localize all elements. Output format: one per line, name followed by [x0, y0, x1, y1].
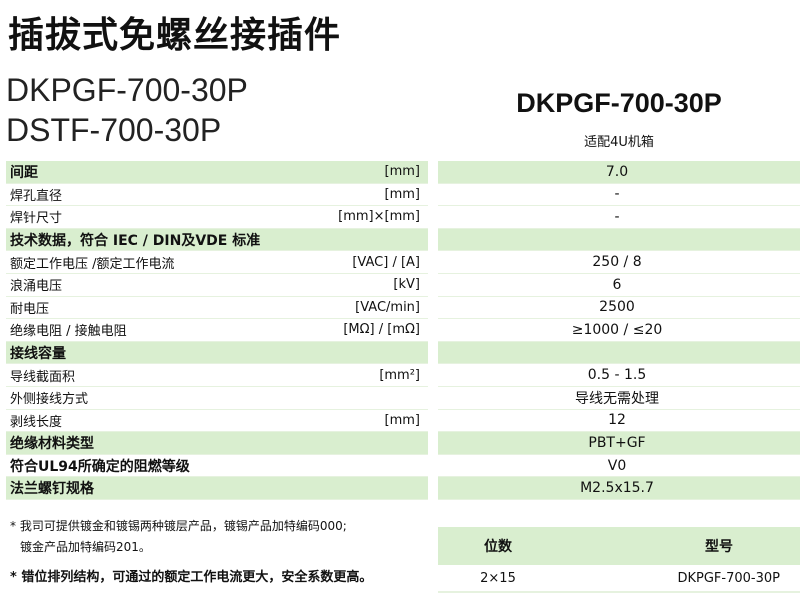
spec-value: - [614, 208, 620, 225]
page-title: 插拔式免螺丝接插件 [8, 15, 342, 56]
model-name-1: DKPGF-700-30P [6, 72, 248, 108]
spec-label: 外侧接线方式 [10, 392, 89, 408]
spec-label: 耐电压 [10, 301, 50, 317]
spec-unit: [MΩ] / [mΩ] [343, 322, 420, 338]
spec-label: 间距 [10, 164, 38, 181]
spec-row: 符合UL94所确定的阻燃等级 [6, 455, 428, 478]
spec-unit: [VAC/min] [355, 299, 420, 315]
model-cell: DKPGF-700-30P [677, 570, 780, 586]
spec-row: 焊孔直径 [mm] [6, 184, 428, 207]
spec-unit: [kV] [393, 277, 420, 293]
spec-label: 接线容量 [10, 345, 66, 362]
spec-label: 技术数据，符合 IEC / DIN及VDE 标准 [10, 232, 261, 249]
spec-value: 0.5 - 1.5 [587, 367, 647, 384]
header-model: 型号 [705, 539, 733, 555]
table-row: 2×15 DKPGF-700-30P [438, 565, 800, 593]
spec-row: 剥线长度 [mm] [6, 410, 428, 433]
spec-unit: [mm]×[mm] [338, 209, 420, 225]
spec-row: 技术数据，符合 IEC / DIN及VDE 标准 [6, 228, 428, 252]
spec-value: 导线无需处理 [575, 390, 659, 407]
spec-row: 间距 [mm] [6, 161, 428, 184]
spec-unit: [VAC] / [A] [352, 254, 420, 270]
spec-value: V0 [607, 457, 627, 474]
spec-value-row: - [438, 206, 800, 229]
model-name-2: DSTF-700-30P [6, 112, 222, 148]
spec-value: 2500 [599, 299, 635, 316]
spec-value-row: 250 / 8 [438, 251, 800, 274]
spec-label: 符合UL94所确定的阻燃等级 [10, 458, 190, 475]
spec-label: 剥线长度 [10, 414, 63, 430]
header-positions: 位数 [484, 539, 512, 555]
spec-label: 绝缘电阻 / 接触电阻 [10, 324, 127, 340]
spec-label: 导线截面积 [10, 369, 76, 385]
spec-label: 焊孔直径 [10, 188, 63, 204]
spec-row: 浪涌电压 [kV] [6, 274, 428, 297]
spec-row: 接线容量 [6, 341, 428, 365]
spec-value: PBT+GF [588, 434, 646, 451]
spec-unit: [mm] [384, 412, 420, 428]
note-staggered: * 错位排列结构，可通过的额定工作电流更大，安全系数更高。 [10, 570, 373, 585]
spec-value-row: 0.5 - 1.5 [438, 364, 800, 387]
spec-unit: [mm] [384, 186, 420, 202]
spec-value-row: 6 [438, 274, 800, 297]
spec-row: 绝缘电阻 / 接触电阻 [MΩ] / [mΩ] [6, 319, 428, 342]
spec-row: 焊针尺寸 [mm]×[mm] [6, 206, 428, 229]
spec-unit: [mm] [384, 164, 420, 180]
spec-label: 额定工作电压 /额定工作电流 [10, 256, 175, 272]
spec-value: 7.0 [605, 163, 629, 180]
order-table-header: 位数 型号 [438, 527, 800, 565]
spec-label: 绝缘材料类型 [10, 435, 94, 452]
positions-cell: 2×15 [480, 570, 516, 586]
spec-row: 导线截面积 [mm²] [6, 364, 428, 387]
spec-value: 12 [608, 412, 626, 429]
spec-value: ≥1000 / ≤20 [571, 321, 663, 338]
note-plating-1: * 我司可提供镀金和镀锡两种镀层产品，镀锡产品加特编码000; [10, 519, 347, 533]
spec-value-row: PBT+GF [438, 432, 800, 455]
spec-value: 250 / 8 [592, 254, 642, 271]
spec-value-row: - [438, 184, 800, 207]
spec-value-row: 导线无需处理 [438, 387, 800, 410]
note-plating-2: 镀金产品加特编码201。 [20, 540, 151, 554]
spec-value: - [614, 186, 620, 203]
spec-value: 6 [612, 276, 622, 293]
order-table: 位数 型号 2×15 DKPGF-700-30P [438, 527, 800, 593]
spec-value-row: 2500 [438, 297, 800, 320]
spec-values-table: 7.0 - - 250 / 8 6 2500 ≥1000 / ≤20 0.5 - 1.5 导线无… [438, 161, 800, 500]
spec-value: M2.5x15.7 [580, 480, 654, 497]
spec-value-row: 12 [438, 410, 800, 433]
spec-row: 耐电压 [VAC/min] [6, 297, 428, 320]
spec-value-row: 7.0 [438, 161, 800, 184]
spec-model-subtitle: 适配4U机箱 [584, 135, 654, 150]
spec-row: 绝缘材料类型 [6, 432, 428, 455]
spec-label: 浪涌电压 [10, 279, 63, 295]
spec-unit: [mm²] [379, 367, 420, 383]
spec-value-row [438, 341, 800, 365]
spec-value-row [438, 228, 800, 252]
spec-row: 外侧接线方式 [6, 387, 428, 410]
spec-labels-table: 间距 [mm] 焊孔直径 [mm] 焊针尺寸 [mm]×[mm] 技术数据，符合 IEC /… [6, 161, 428, 500]
spec-row: 额定工作电压 /额定工作电流 [VAC] / [A] [6, 251, 428, 274]
spec-model-title: DKPGF-700-30P [516, 88, 722, 118]
spec-value-row: ≥1000 / ≤20 [438, 319, 800, 342]
spec-label: 法兰螺钉规格 [10, 481, 94, 498]
spec-label: 焊针尺寸 [10, 211, 63, 227]
spec-value-row: V0 [438, 455, 800, 478]
spec-value-row: M2.5x15.7 [438, 477, 800, 500]
spec-row: 法兰螺钉规格 [6, 477, 428, 500]
